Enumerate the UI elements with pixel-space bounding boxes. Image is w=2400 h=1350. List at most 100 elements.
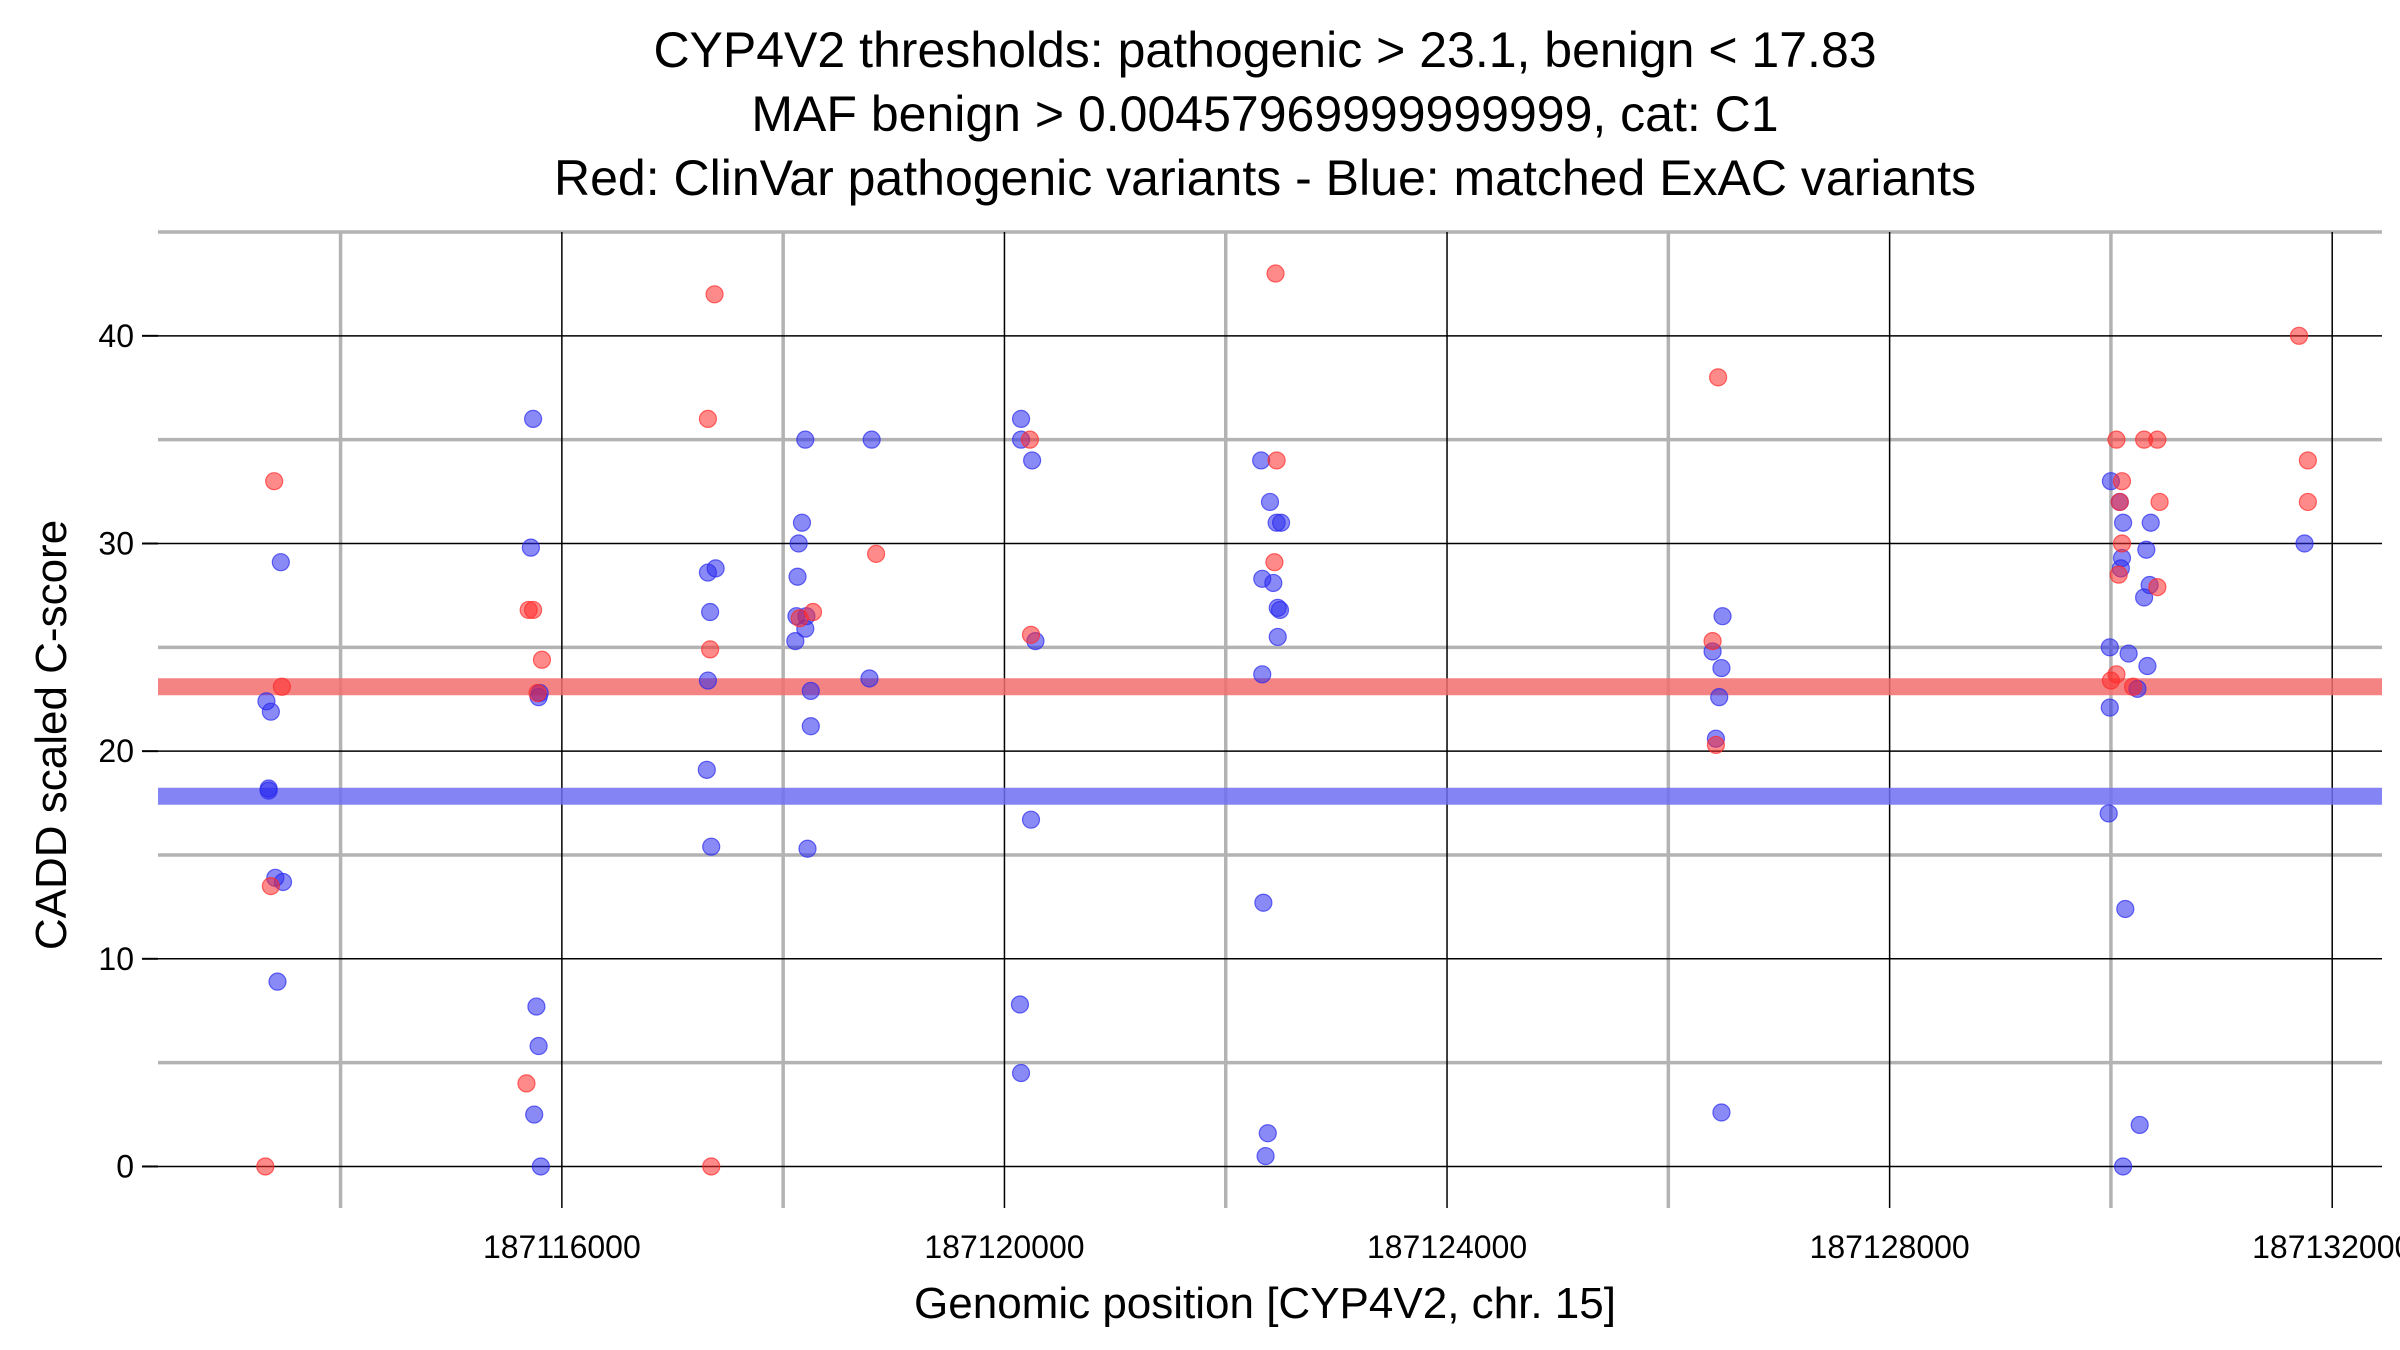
exac-point	[2130, 1115, 2149, 1135]
y-tick-label: 30	[98, 525, 134, 561]
exac-point	[801, 717, 820, 736]
clinvar-point	[2298, 492, 2317, 512]
minor-gridlines	[158, 230, 2382, 1208]
exac-point	[2100, 698, 2119, 717]
exac-point	[1256, 1146, 1275, 1166]
clinvar-point	[272, 677, 292, 696]
clinvar-point	[1265, 553, 1284, 572]
exac-point	[798, 839, 817, 858]
exac-point	[531, 1157, 550, 1176]
exac-point	[525, 1105, 544, 1124]
clinvar-point	[1709, 368, 1728, 387]
exac-point	[2119, 644, 2138, 663]
exac-point	[2138, 656, 2157, 676]
clinvar-point	[523, 600, 543, 620]
threshold-lines	[158, 678, 2382, 805]
exac-point	[1260, 492, 1280, 512]
exac-point	[1268, 627, 1287, 647]
clinvar-point	[532, 650, 552, 669]
exac-point	[1253, 665, 1272, 684]
x-tick-label: 187116000	[483, 1229, 641, 1265]
clinvar-point	[256, 1157, 275, 1176]
clinvar-point	[2148, 430, 2167, 449]
clinvar-point	[265, 472, 284, 491]
exac-point	[1023, 451, 1042, 470]
exac-point	[860, 669, 879, 688]
clinvar-point	[261, 877, 280, 896]
exac-point	[1712, 658, 1731, 678]
exac-point	[1270, 600, 1290, 620]
exac-point	[2099, 804, 2118, 823]
clinvar-point	[2109, 565, 2128, 584]
chart-title-line-1: CYP4V2 thresholds: pathogenic > 23.1, be…	[653, 22, 1876, 78]
exac-point	[1264, 573, 1283, 593]
exac-point	[2141, 513, 2160, 532]
exac-point	[2116, 899, 2135, 919]
exac-point	[521, 538, 540, 557]
clinvar-point	[2123, 677, 2143, 696]
exac-point	[1010, 995, 1030, 1014]
clinvar-point	[2107, 430, 2126, 449]
exac-point	[701, 602, 720, 622]
y-axis-label: CADD scaled C-score	[27, 520, 76, 950]
clinvar-point	[2112, 472, 2132, 491]
y-tick-label: 0	[116, 1148, 134, 1184]
clinvar-point	[2150, 492, 2169, 512]
clinvar-point	[528, 683, 547, 703]
exac-point	[1011, 409, 1031, 428]
exac-point	[2113, 513, 2133, 532]
clinvar-point	[1706, 735, 1726, 755]
exac-point	[801, 681, 820, 701]
exac-point	[697, 760, 716, 779]
exac-point	[1252, 451, 1271, 470]
exac-point	[529, 1036, 548, 1056]
x-tick-label: 187132000	[2252, 1229, 2400, 1265]
exac-point	[2113, 1157, 2133, 1176]
x-tick-label: 187124000	[1367, 1229, 1527, 1265]
chart-title-line-2: MAF benign > 0.00457969999999999, cat: C…	[751, 86, 1778, 142]
clinvar-point	[1267, 451, 1286, 470]
exac-point	[706, 559, 725, 578]
clinvar-point	[1266, 264, 1285, 283]
chart-title: CYP4V2 thresholds: pathogenic > 23.1, be…	[554, 22, 1976, 206]
clinvar-point	[1703, 631, 1722, 651]
exac-point	[698, 671, 718, 690]
exac-point	[1712, 1103, 1731, 1122]
y-tick-label: 40	[98, 318, 134, 354]
clinvar-point	[866, 544, 886, 563]
clinvar-point	[705, 285, 724, 304]
exac-point	[2100, 638, 2119, 657]
clinvar-point	[1020, 430, 1039, 449]
exac-point	[786, 631, 805, 651]
x-tick-label: 187120000	[924, 1229, 1084, 1265]
exac-point	[1271, 513, 1291, 532]
exac-point	[789, 534, 808, 553]
exac-point	[259, 781, 278, 800]
clinvar-point	[2289, 326, 2309, 345]
clinvar-point	[2148, 577, 2167, 597]
exac-point	[1710, 688, 1729, 707]
exac-point	[702, 837, 721, 856]
exac-point	[796, 430, 815, 449]
clinvar-point	[2112, 534, 2132, 553]
data-points	[256, 264, 2317, 1176]
exac-point	[271, 553, 290, 572]
x-axis-label: Genomic position [CYP4V2, chr. 15]	[914, 1279, 1616, 1328]
x-tick-label: 187128000	[1810, 1229, 1970, 1265]
exac-point	[261, 702, 280, 721]
y-tick-labels: 0 10 20 30 40	[98, 318, 134, 1185]
exac-point	[1011, 1063, 1031, 1083]
clinvar-point	[2110, 492, 2129, 512]
exac-point	[2137, 540, 2156, 559]
exac-point	[2295, 534, 2314, 553]
x-tick-labels: 187116000 187120000 187124000 187128000 1871…	[483, 1229, 2400, 1265]
y-tick-label: 10	[98, 941, 134, 977]
y-tick-marks	[142, 334, 158, 1168]
exac-point	[523, 409, 543, 428]
clinvar-point	[517, 1074, 536, 1093]
exac-point	[1258, 1124, 1277, 1143]
exac-point	[1713, 607, 1732, 626]
exac-point	[788, 567, 807, 586]
clinvar-point	[701, 640, 720, 659]
